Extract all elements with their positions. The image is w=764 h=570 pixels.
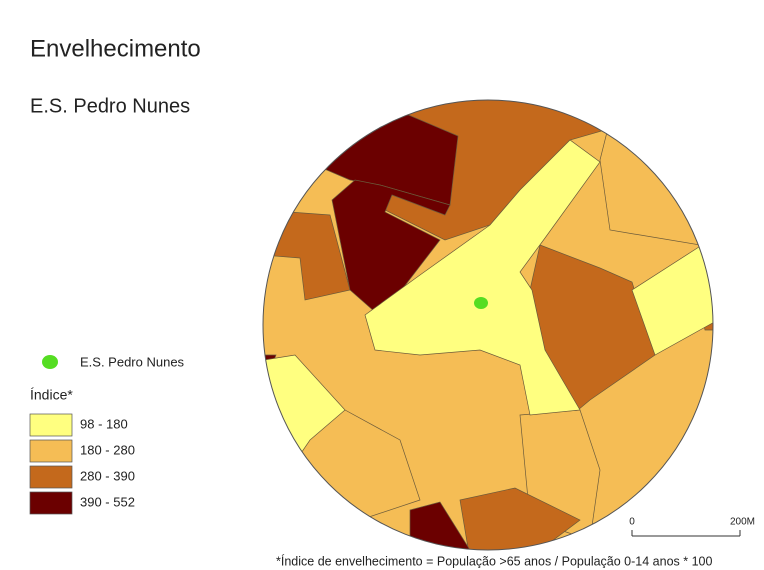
map-border [262,99,714,551]
scale-end: 200M [730,517,755,528]
footnote: *Índice de envelhecimento = População >6… [276,553,712,568]
zone [631,244,713,356]
map-title: Envelhecimento [30,35,201,62]
school-point [474,297,488,309]
legend-point-symbol [42,355,58,369]
legend-swatch [29,491,73,515]
legend-label: 98 - 180 [80,416,128,431]
scale-start: 0 [629,517,635,528]
legend-label: 280 - 390 [80,468,135,483]
legend-heading: Índice* [30,387,73,403]
legend-swatch [29,439,73,463]
legend-label: 390 - 552 [80,494,135,509]
zone [263,209,351,301]
legend-swatch [29,465,73,489]
legend: 98 - 180 180 - 280 280 - 390 390 - 552 [29,413,135,515]
map-subtitle: E.S. Pedro Nunes [30,95,190,117]
zone [364,139,601,416]
legend-point-label: E.S. Pedro Nunes [80,354,185,369]
legend-label: 180 - 280 [80,442,135,457]
legend-swatch [29,413,73,437]
zone [331,179,451,313]
